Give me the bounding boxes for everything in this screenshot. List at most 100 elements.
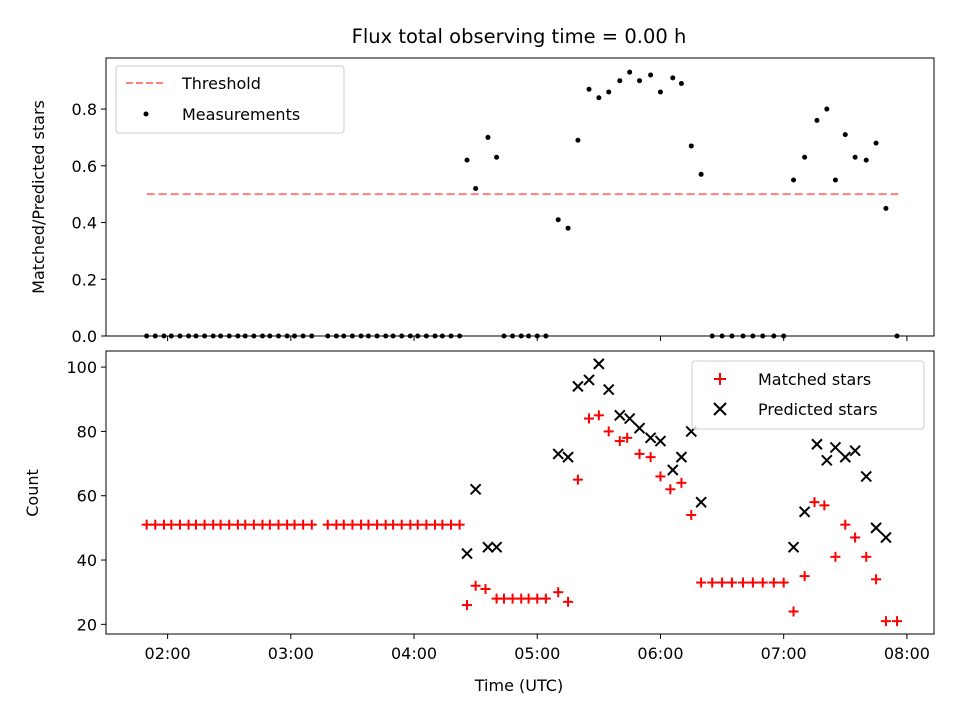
measurement-point xyxy=(494,154,500,160)
measurement-point xyxy=(824,106,830,112)
matched-stars-point xyxy=(338,519,349,530)
predicted-stars-point xyxy=(860,470,872,483)
matched-stars-point xyxy=(622,432,633,443)
predicted-stars-point xyxy=(614,409,626,422)
y-tick-label: 0.2 xyxy=(72,270,97,289)
matched-stars-point xyxy=(645,452,656,463)
matched-stars-point xyxy=(861,551,872,562)
matched-stars-point xyxy=(470,580,481,591)
matched-stars-point xyxy=(809,497,820,508)
predicted-stars-point xyxy=(583,374,595,386)
matched-stars-point xyxy=(840,519,851,530)
matched-stars-point xyxy=(563,596,574,607)
measurement-point xyxy=(791,177,797,183)
threshold-legend-label: Threshold xyxy=(181,74,261,93)
matched-stars-point xyxy=(788,606,799,617)
top-panel-ticks: 0.0 0.2 0.4 0.6 0.8 xyxy=(72,100,908,346)
x-tick-label: 02:00 xyxy=(145,644,191,663)
bottom-panel-marks xyxy=(141,358,903,627)
matched-stars-point xyxy=(726,577,737,588)
matched-stars-point xyxy=(747,577,758,588)
matched-stars-point xyxy=(454,519,465,530)
predicted-stars-point xyxy=(469,483,482,495)
predicted-stars-point xyxy=(821,454,833,467)
matched-stars-point xyxy=(540,593,551,604)
matched-stars-point xyxy=(388,519,399,530)
matched-stars-point xyxy=(273,519,284,530)
measurement-point xyxy=(842,132,848,138)
matched-stars-point xyxy=(738,577,749,588)
predicted-stars-point xyxy=(787,541,800,553)
matched-stars-point xyxy=(523,593,534,604)
measurement-point xyxy=(698,171,704,177)
matched-stars-point xyxy=(446,519,456,530)
y-tick-label: 20 xyxy=(77,615,97,634)
x-axis-label: Time (UTC) xyxy=(474,676,563,695)
matched-stars-point xyxy=(141,519,152,530)
predicted-stars-point xyxy=(633,422,646,434)
predicted-stars-point xyxy=(623,412,636,425)
matched-stars-point xyxy=(289,519,300,530)
predicted-legend-marker xyxy=(713,402,727,416)
measurement-point xyxy=(473,185,479,191)
measurement-point xyxy=(485,134,491,140)
matched-stars-point xyxy=(880,616,891,627)
measurement-point xyxy=(617,78,623,84)
measurement-point xyxy=(606,89,612,95)
matched-stars-point xyxy=(298,519,309,530)
matched-stars-point xyxy=(199,519,210,530)
predicted-stars-point xyxy=(552,448,564,460)
matched-stars-point xyxy=(421,519,432,530)
matched-stars-point xyxy=(593,410,604,421)
matched-stars-point xyxy=(532,593,543,604)
measurement-point xyxy=(883,205,889,211)
matched-stars-point xyxy=(696,577,707,588)
matched-stars-point xyxy=(603,426,614,437)
predicted-stars-point xyxy=(811,438,823,450)
predicted-stars-point xyxy=(572,380,584,393)
matched-stars-point xyxy=(166,519,177,530)
matched-legend-label: Matched stars xyxy=(758,370,871,389)
chart-title: Flux total observing time = 0.00 h xyxy=(352,25,687,48)
predicted-legend-label: Predicted stars xyxy=(758,400,878,419)
matched-stars-point xyxy=(437,519,448,530)
matched-stars-point xyxy=(363,519,374,530)
y-tick-label: 100 xyxy=(66,358,97,377)
matched-stars-point xyxy=(462,600,473,611)
matched-stars-point xyxy=(190,519,201,530)
x-tick-label: 06:00 xyxy=(637,644,683,663)
measurement-point xyxy=(863,157,869,163)
matched-stars-point xyxy=(264,519,275,530)
predicted-stars-point xyxy=(490,541,503,553)
predicted-stars-point xyxy=(644,432,657,444)
matched-stars-point xyxy=(686,510,697,521)
measurement-point xyxy=(852,154,858,160)
matched-stars-point xyxy=(707,577,718,588)
matched-stars-point xyxy=(819,500,830,511)
matched-stars-point xyxy=(480,583,491,594)
predicted-stars-point xyxy=(839,451,851,463)
x-tick-label: 07:00 xyxy=(761,644,807,663)
matched-stars-point xyxy=(412,519,423,530)
matched-stars-point xyxy=(830,551,841,562)
measurement-point xyxy=(555,217,561,223)
top-panel-legend: Threshold Measurements xyxy=(115,65,345,134)
measurement-point xyxy=(596,95,602,101)
measurement-point xyxy=(565,225,571,231)
matched-stars-point xyxy=(634,448,645,459)
bottom-panel-ylabel: Count xyxy=(23,469,42,517)
measurements-legend-marker xyxy=(143,111,149,117)
measurement-point xyxy=(688,143,694,149)
predicted-stars-point xyxy=(849,444,861,457)
bottom-legend-box xyxy=(691,360,925,430)
matched-stars-point xyxy=(306,519,317,530)
x-tick-label: 04:00 xyxy=(391,644,437,663)
matched-stars-point xyxy=(150,519,161,530)
bottom-panel: 02:00 03:00 04:00 05:00 06:00 07:00 08:00 20 40 6… xyxy=(23,350,935,695)
matched-stars-point xyxy=(347,519,358,530)
matched-stars-point xyxy=(892,616,903,627)
matched-stars-point xyxy=(655,471,666,482)
predicted-stars-point xyxy=(880,531,892,544)
matched-stars-point xyxy=(614,436,625,447)
matched-stars-point xyxy=(322,519,333,530)
